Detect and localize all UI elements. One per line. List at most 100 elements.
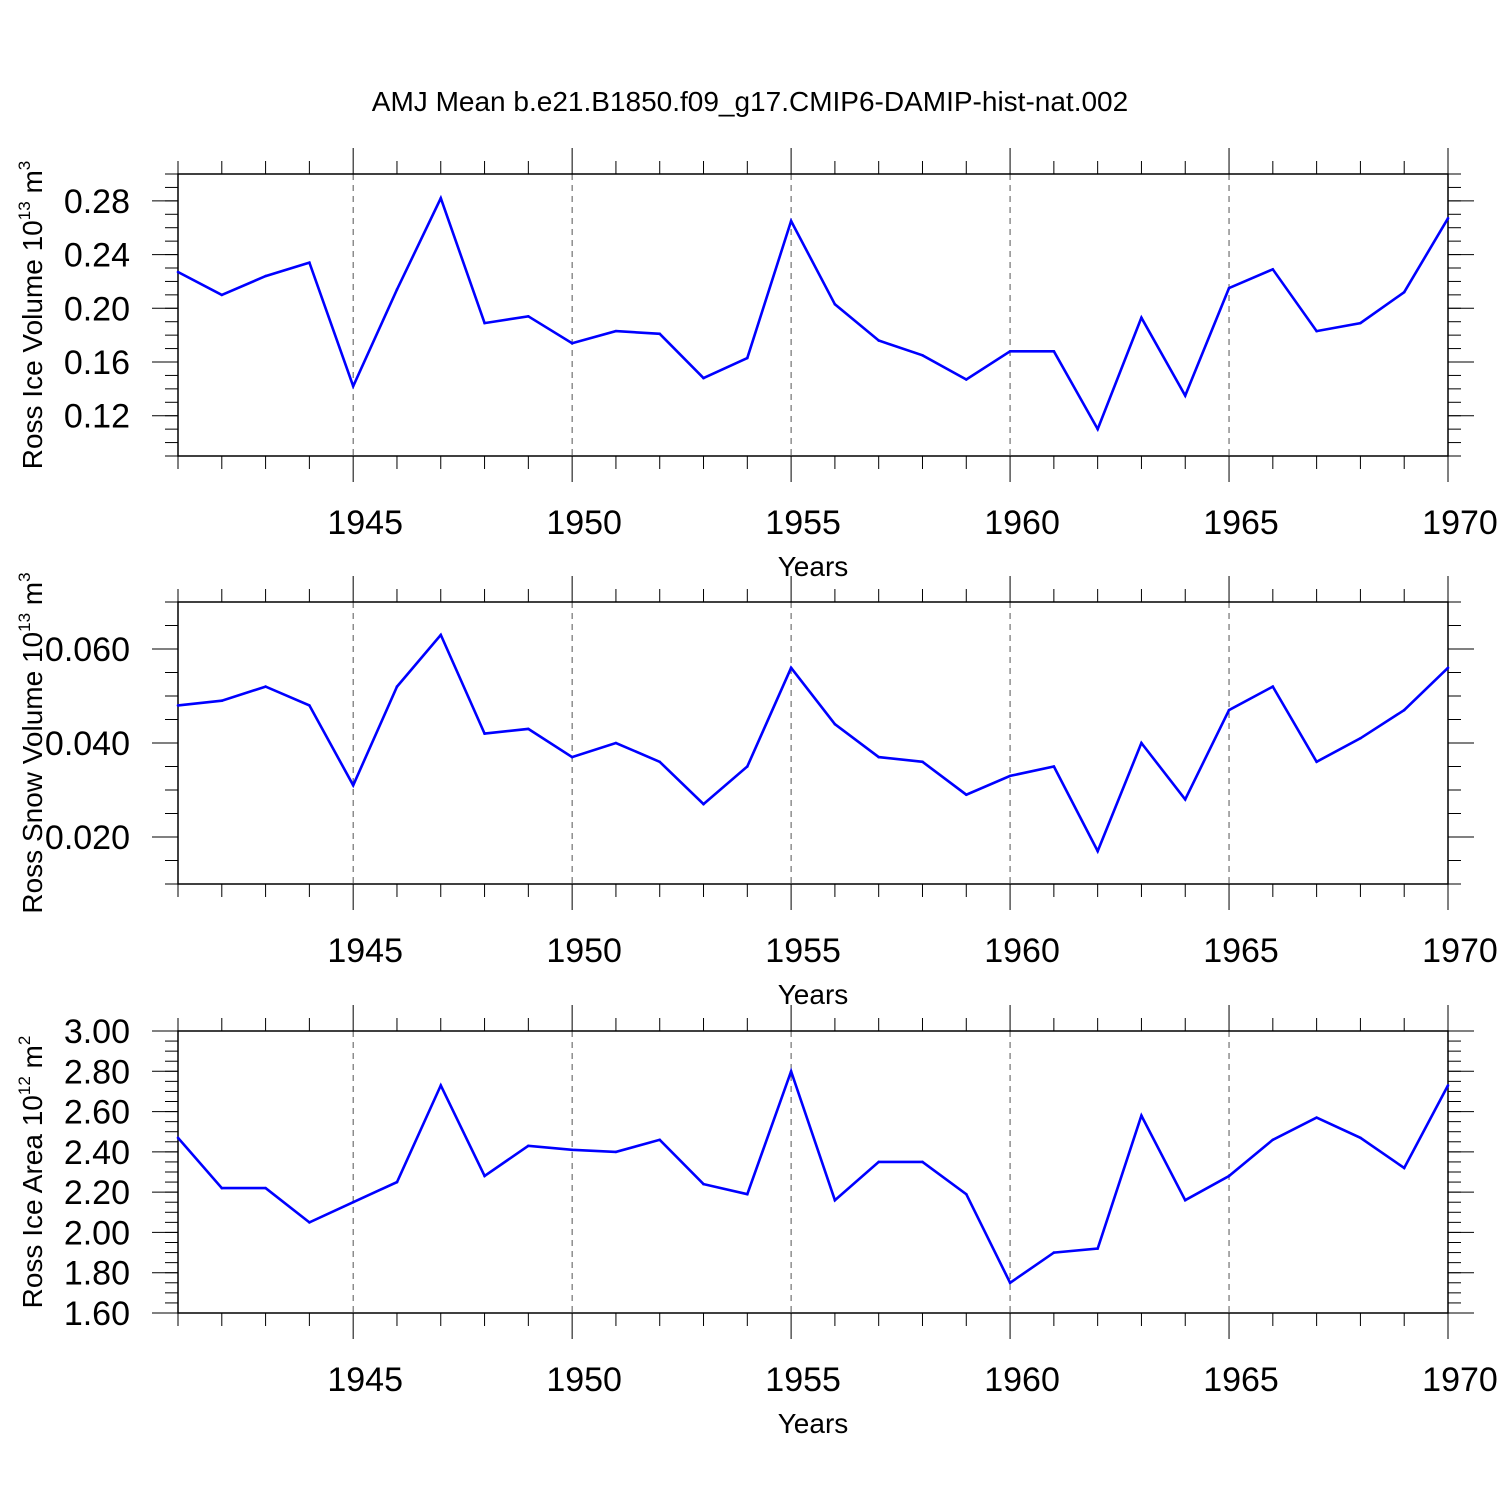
- x-axis-title: Years: [778, 1408, 849, 1439]
- y-tick-label: 2.40: [64, 1134, 130, 1172]
- data-point: [1140, 316, 1143, 319]
- data-point: [1271, 685, 1275, 688]
- data-point: [1402, 708, 1406, 712]
- data-point: [1052, 765, 1056, 768]
- data-point: [1183, 798, 1187, 801]
- x-tick-label: 1955: [765, 1361, 841, 1399]
- data-point: [964, 378, 968, 381]
- data-point: [658, 1138, 662, 1142]
- data-point: [746, 356, 749, 360]
- y-tick-label: 0.16: [64, 344, 130, 382]
- data-point: [570, 755, 574, 759]
- x-tick-label: 1970: [1422, 1361, 1498, 1399]
- data-point: [395, 1180, 399, 1184]
- y-tick-label: 2.80: [64, 1053, 130, 1091]
- data-point: [702, 802, 705, 806]
- data-point: [921, 1160, 924, 1164]
- data-point: [746, 765, 749, 768]
- data-point: [921, 760, 924, 764]
- y-tick-label: 2.20: [64, 1174, 130, 1212]
- data-point: [176, 704, 180, 707]
- chart-title: AMJ Mean b.e21.B1850.f09_g17.CMIP6-DAMIP…: [372, 86, 1128, 117]
- x-axis-title: Years: [778, 551, 849, 582]
- y-tick-label: 0.020: [45, 819, 130, 857]
- chart-panel-1: 0.12 0.16 0.20 0.24 0.28 1945 1950 1955 1960 1965…: [15, 148, 1498, 582]
- data-point: [264, 1186, 267, 1190]
- data-point: [1446, 217, 1450, 220]
- series-line: [177, 632, 1449, 855]
- data-point: [964, 1192, 968, 1196]
- data-point: [220, 1186, 224, 1190]
- data-point: [833, 722, 837, 726]
- data-point: [1140, 741, 1143, 745]
- data-point: [833, 1198, 837, 1202]
- data-point: [527, 315, 530, 318]
- data-point: [264, 274, 267, 278]
- data-point: [527, 1144, 530, 1148]
- series-line: [177, 1067, 1450, 1285]
- x-tick-label: 1960: [984, 932, 1060, 970]
- data-point: [877, 1160, 880, 1164]
- data-point: [1315, 760, 1318, 764]
- data-point: [483, 732, 486, 735]
- data-point: [614, 329, 618, 333]
- plot-frame: [177, 601, 1449, 885]
- data-point: [351, 1200, 355, 1204]
- data-point: [964, 793, 968, 796]
- data-point: [1052, 349, 1056, 353]
- data-point: [614, 1150, 618, 1154]
- chart-panel-3: 1.601.802.002.202.402.602.803.00 1945 1950…: [15, 1005, 1498, 1439]
- data-point: [1052, 1251, 1056, 1254]
- data-point: [1402, 1166, 1406, 1170]
- data-point: [1446, 666, 1450, 670]
- x-tick-label: 1945: [327, 932, 403, 970]
- x-tick-label: 1970: [1422, 932, 1498, 970]
- data-point: [308, 261, 311, 264]
- y-axis-title: Ross Ice Area 1012 m2: [15, 1036, 48, 1309]
- chart-panel-2: 0.020 0.040 0.060 1945 1950 1955 1960 1965 1970 Y…: [15, 572, 1498, 1010]
- data-point: [1315, 1116, 1318, 1119]
- data-point: [746, 1192, 749, 1196]
- data-point: [789, 219, 793, 223]
- data-point: [527, 727, 530, 731]
- data-point: [1359, 321, 1362, 325]
- data-point: [1227, 286, 1231, 290]
- data-point: [702, 1182, 705, 1186]
- y-tick-label: 0.24: [64, 237, 130, 275]
- data-point: [1227, 708, 1231, 712]
- y-tick-label: 0.040: [45, 725, 130, 763]
- data-point: [1359, 1136, 1362, 1140]
- x-tick-label: 1945: [327, 1361, 403, 1399]
- data-point: [1271, 268, 1275, 271]
- y-tick-label: 1.60: [64, 1295, 130, 1333]
- data-point: [483, 321, 486, 325]
- data-point: [264, 685, 267, 688]
- data-point: [1140, 1114, 1143, 1117]
- y-tick-label: 1.80: [64, 1255, 130, 1293]
- data-point: [833, 302, 837, 306]
- data-point: [789, 666, 793, 670]
- data-point: [308, 704, 311, 707]
- data-point: [1096, 427, 1099, 431]
- data-point: [395, 288, 399, 291]
- data-point: [1402, 290, 1406, 294]
- x-tick-label: 1965: [1203, 504, 1279, 542]
- data-point: [658, 332, 662, 336]
- data-point: [877, 339, 880, 342]
- y-tick-label: 2.00: [64, 1214, 130, 1252]
- x-tick-label: 1970: [1422, 504, 1498, 542]
- data-point: [1227, 1174, 1231, 1178]
- y-tick-label: 0.060: [45, 631, 130, 669]
- data-point: [570, 1148, 574, 1152]
- y-axis-title: Ross Ice Volume 1013 m3: [15, 161, 48, 470]
- data-point: [702, 376, 705, 380]
- data-point: [220, 293, 224, 297]
- data-point: [351, 384, 355, 388]
- data-point: [1183, 1198, 1187, 1202]
- series-line: [177, 194, 1450, 433]
- data-point: [614, 741, 618, 745]
- data-point: [1183, 394, 1187, 397]
- y-axis-title: Ross Snow Volume 1013 m3: [15, 572, 48, 913]
- data-point: [1008, 774, 1012, 778]
- x-tick-label: 1955: [765, 932, 841, 970]
